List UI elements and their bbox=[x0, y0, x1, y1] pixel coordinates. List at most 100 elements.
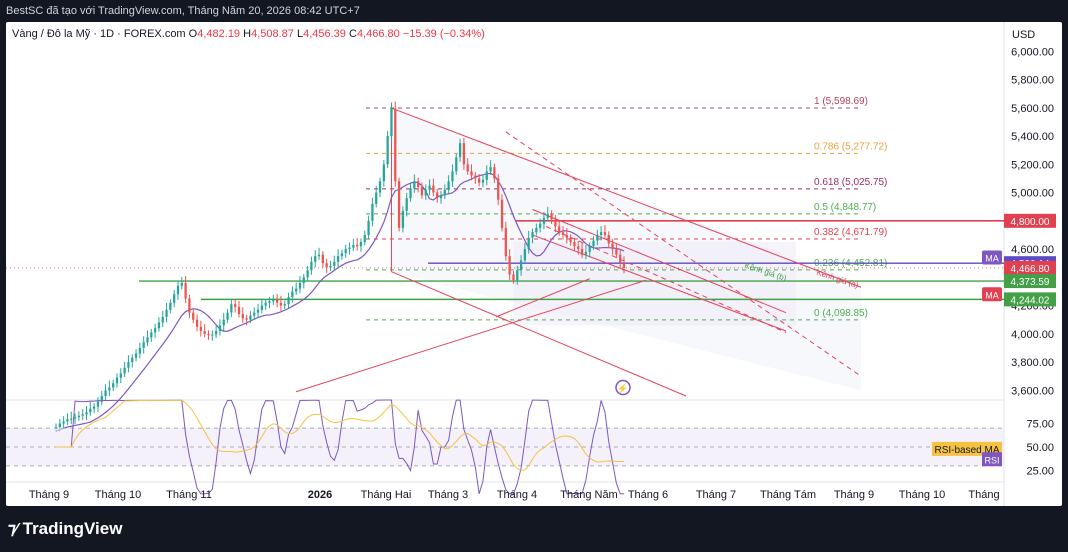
candle bbox=[409, 182, 412, 202]
candle bbox=[508, 249, 511, 281]
candle-body bbox=[73, 417, 77, 419]
candle-body bbox=[268, 301, 271, 303]
candle-body bbox=[230, 304, 233, 313]
candle-body bbox=[344, 249, 347, 254]
candle-body bbox=[203, 331, 206, 334]
candle-body bbox=[592, 240, 595, 247]
candle bbox=[325, 258, 328, 273]
candle bbox=[485, 165, 488, 186]
candle bbox=[169, 299, 172, 314]
fib-level-label: 0 (4,098.85) bbox=[814, 308, 868, 319]
candle-body bbox=[214, 331, 218, 335]
candle-body bbox=[462, 143, 466, 165]
candle-body bbox=[478, 178, 481, 183]
candle bbox=[70, 411, 73, 424]
candle-body bbox=[424, 189, 427, 196]
candle-body bbox=[603, 232, 607, 235]
candle bbox=[493, 163, 496, 183]
candle-body bbox=[367, 220, 370, 235]
candle bbox=[237, 300, 241, 318]
candle-body bbox=[580, 249, 584, 255]
candle-body bbox=[134, 353, 138, 358]
candle bbox=[397, 177, 401, 232]
candle-body bbox=[70, 418, 73, 420]
candle bbox=[466, 158, 469, 175]
candle-body bbox=[58, 423, 61, 428]
candle bbox=[134, 349, 138, 362]
candle-body bbox=[81, 414, 84, 416]
candle-body bbox=[363, 234, 366, 243]
candle-body bbox=[264, 302, 267, 306]
candle-body bbox=[127, 362, 130, 368]
price-badge bbox=[1004, 213, 1056, 228]
candle bbox=[436, 189, 439, 203]
candle bbox=[577, 241, 580, 255]
chart-frame[interactable]: Vàng / Đô la Mỹ · 1D · FOREX.com O4,482.… bbox=[6, 22, 1062, 506]
currency-label: USD bbox=[1012, 29, 1036, 41]
price-tick-label: 3,800.00 bbox=[1011, 357, 1054, 369]
candle bbox=[199, 320, 202, 337]
candle bbox=[420, 182, 424, 199]
ma-badge bbox=[982, 250, 1002, 265]
candle-body bbox=[485, 171, 488, 180]
candle-body bbox=[245, 318, 248, 320]
candle bbox=[306, 265, 309, 281]
candle-body bbox=[77, 415, 81, 418]
symbol-name[interactable]: Vàng / Đô la Mỹ · 1D · FOREX.com bbox=[12, 28, 186, 40]
candle-body bbox=[340, 253, 344, 257]
price-tick-label: 5,400.00 bbox=[1011, 131, 1054, 143]
time-axis-label: Tháng Năm bbox=[560, 489, 617, 501]
candle-body bbox=[62, 421, 65, 424]
candle-body bbox=[436, 192, 439, 199]
candle bbox=[291, 286, 294, 303]
price-tick-label: 4,000.00 bbox=[1011, 329, 1054, 341]
candle bbox=[497, 174, 500, 206]
candle-body bbox=[535, 227, 538, 233]
candle-body bbox=[218, 325, 222, 332]
fib-level-label: 0.5 (4,848.77) bbox=[814, 202, 876, 213]
channel-line bbox=[532, 234, 787, 332]
candle-body bbox=[352, 244, 355, 248]
ma-badge-label: MA bbox=[985, 290, 999, 300]
candle bbox=[314, 250, 317, 268]
rsi-tick-label: 50.00 bbox=[1026, 442, 1054, 454]
candle-body bbox=[85, 412, 88, 415]
candle-body bbox=[306, 270, 309, 278]
candle-body bbox=[192, 312, 195, 320]
price-tick-label: 5,600.00 bbox=[1011, 103, 1054, 115]
candle bbox=[458, 138, 462, 162]
candle-body bbox=[420, 186, 424, 196]
attribution-text: BestSC đã tạo với TradingView.com, Tháng… bbox=[6, 5, 360, 17]
candle bbox=[214, 325, 218, 339]
price-tick-label: 4,600.00 bbox=[1011, 244, 1054, 256]
candle bbox=[138, 342, 142, 359]
candle bbox=[89, 401, 92, 416]
candle-body bbox=[180, 282, 183, 286]
candle bbox=[119, 368, 122, 384]
open-value: 4,482.19 bbox=[197, 28, 241, 40]
low-label: L bbox=[296, 28, 304, 40]
candle bbox=[371, 197, 374, 227]
candle-body bbox=[432, 185, 435, 193]
candle bbox=[405, 192, 408, 217]
candle bbox=[230, 299, 233, 318]
candle-body bbox=[542, 218, 546, 224]
candle-body bbox=[599, 232, 603, 235]
symbol-legend: Vàng / Đô la Mỹ · 1D · FOREX.com O4,482.… bbox=[12, 28, 485, 40]
candle bbox=[81, 409, 84, 421]
candle bbox=[85, 406, 88, 420]
candle bbox=[245, 314, 248, 326]
candle bbox=[439, 191, 443, 204]
fib-level-label: 0.786 (5,277.72) bbox=[814, 141, 887, 152]
price-chart[interactable]: 6,000.00 5,800.00 5,600.00 5,400.00 5,200.00… bbox=[6, 22, 1062, 506]
candle bbox=[447, 175, 450, 195]
candle-body bbox=[142, 342, 145, 348]
price-badge bbox=[1004, 260, 1056, 275]
candle bbox=[348, 242, 351, 255]
candle bbox=[96, 397, 100, 413]
candle-body bbox=[607, 234, 610, 244]
candle bbox=[531, 228, 534, 244]
candle bbox=[142, 336, 145, 354]
candle-body bbox=[295, 288, 298, 292]
candle-body bbox=[504, 227, 507, 257]
